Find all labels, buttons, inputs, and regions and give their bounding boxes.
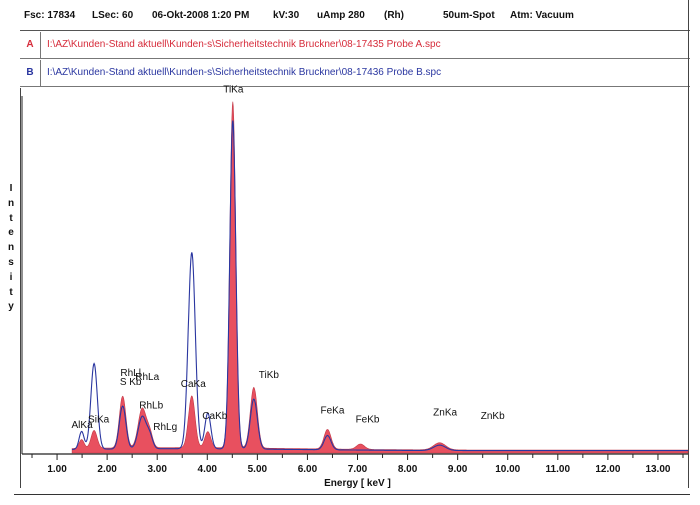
y-axis-letter: I (9, 183, 13, 194)
y-axis-letter: n (7, 197, 15, 209)
peak-label: RhLl (120, 368, 141, 379)
axis-layer: 1.00 2.00 3.00 4.00 5.00 6.00 7.00 8.00 9.00 10.0… (21, 96, 688, 489)
peak-label: CaKb (202, 411, 227, 422)
peak-label: CaKa (181, 379, 206, 390)
peak-label: AlKa (72, 420, 94, 431)
x-tick-label: 8.00 (398, 464, 418, 475)
fsc-value: Fsc: 17834 (24, 10, 76, 21)
y-axis-letter: y (8, 301, 14, 313)
uamp-value: uAmp 280 (317, 10, 365, 21)
x-tick-label: 4.00 (198, 464, 218, 475)
x-tick-label: 9.00 (448, 464, 468, 475)
x-tick-label: 12.00 (595, 464, 620, 475)
spectrum-path-b: I:\AZ\Kunden-Stand aktuell\Kunden-s\Sich… (47, 67, 442, 78)
peak-label: RhLg (153, 422, 177, 433)
x-tick-label: 1.00 (47, 464, 67, 475)
spectrum-tag-b: B (20, 60, 41, 86)
spectrum-file-row-b[interactable]: B I:\AZ\Kunden-Stand aktuell\Kunden-s\Si… (20, 60, 690, 87)
peak-label: ZnKa (433, 408, 457, 419)
y-axis-letter: i (9, 271, 13, 283)
peak-label: TiKb (259, 370, 280, 381)
x-tick-label: 3.00 (147, 464, 167, 475)
datetime-value: 06-Okt-2008 1:20 PM (152, 10, 250, 21)
y-axis-letter: e (8, 227, 14, 239)
atmosphere-value: Atm: Vacuum (510, 10, 574, 21)
spectrum-header: Fsc: 17834 LSec: 60 06-Okt-2008 1:20 PM … (20, 4, 690, 31)
frame-left-border (20, 88, 21, 488)
lsec-value: LSec: 60 (92, 10, 134, 21)
series-area-A (71, 101, 689, 454)
spot-value: 50um-Spot (443, 10, 495, 21)
kv-value: kV:30 (273, 10, 300, 21)
peak-label: SiKa (88, 415, 110, 426)
spectrum-tag-a: A (20, 32, 41, 58)
spectrum-file-row-a[interactable]: A I:\AZ\Kunden-Stand aktuell\Kunden-s\Si… (20, 32, 690, 59)
peak-label: S Kb (120, 377, 142, 388)
series-line-B (72, 120, 688, 452)
peak-label: ZnKb (481, 411, 505, 422)
series-layer (71, 101, 689, 454)
peak-label: FeKa (321, 406, 345, 417)
spectrum-path-a: I:\AZ\Kunden-Stand aktuell\Kunden-s\Sich… (47, 39, 441, 50)
y-axis-letter: n (7, 242, 15, 254)
x-tick-label: 2.00 (97, 464, 117, 475)
target-value: (Rh) (384, 10, 404, 21)
x-tick-label: 7.00 (348, 464, 368, 475)
x-tick-label: 11.00 (546, 464, 571, 475)
x-tick-label: 5.00 (248, 464, 268, 475)
x-axis-title: Energy [ keV ] (324, 478, 391, 489)
frame-right-border (688, 0, 689, 488)
x-tick-label: 13.00 (645, 464, 670, 475)
bottom-divider (14, 494, 690, 495)
peak-label: RhLa (135, 372, 159, 383)
x-tick-label: 6.00 (298, 464, 318, 475)
x-tick-label: 10.00 (495, 464, 520, 475)
peak-label: RhLb (139, 400, 163, 411)
peak-label: FeKb (356, 415, 380, 426)
y-axis-label: I n t e n s i t y (6, 182, 16, 315)
y-axis-letter: t (9, 286, 13, 298)
y-axis-letter: s (8, 256, 14, 268)
y-axis-letter: t (9, 212, 13, 224)
peak-label: TiKa (223, 84, 244, 95)
